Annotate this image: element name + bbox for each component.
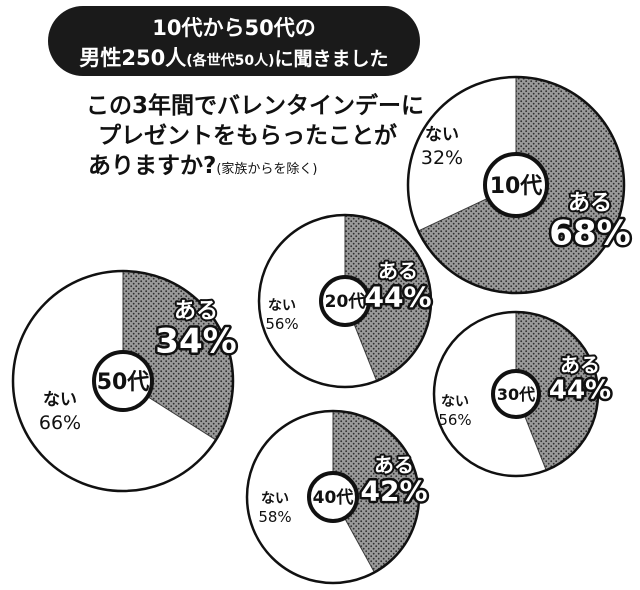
pie-30s-hub [491,369,541,419]
pie-20s-hub [319,275,371,327]
question: この3年間でバレンタインデーに プレゼントをもらったことが ありますか?(家族か… [86,92,424,179]
pie-10s-no-label: ない [425,125,459,145]
pie-charts: 50代ある34%ない66%10代ある68%ない32%20代ある44%ない56%3… [11,75,633,585]
question-line-2: プレゼントをもらったことが [98,122,397,149]
pie-20s-yes-value: 44% [364,281,431,314]
pie-20s-age-label: 20代 [325,291,366,312]
pie-50s-hub [92,350,154,412]
pie-40s-yes-label: ある [374,453,414,477]
banner-line-2: 男性250人(各世代50人)に聞きました [79,46,388,70]
pie-40s-hub [307,471,359,523]
pie-40s-outline [245,409,421,585]
pie-40s-age-label: 40代 [313,487,354,508]
pie-10s-yes-value: 68% [549,214,630,254]
pie-20s-no-label: ない [268,298,296,314]
pie-10s-yes-label: ある [568,191,612,216]
pie-40s-no-label: ない [261,491,289,507]
pie-20s-yes-label: ある [378,259,418,283]
pie-10s-no-value: 32% [421,147,463,169]
pie-30s-outline [432,310,600,478]
pie-50s-yes-value: 34% [155,322,236,362]
pie-50s-yes-label: ある [174,299,218,324]
pie-50s-no-value: 66% [39,412,81,434]
pie-10s-outline [406,75,626,295]
pie-30s-yes-value: 44% [549,376,611,406]
banner-line-2-paren: (各世代50人) [186,52,274,69]
question-line-1: この3年間でバレンタインデーに [86,92,424,119]
pie-40s-yes-value: 42% [360,475,427,508]
pie-30s-age-label: 30代 [497,385,535,404]
question-line-3: ありますか?(家族からを除く) [88,153,318,179]
pie-40s-no-value: 58% [258,508,291,526]
banner-line-2-tail: に聞きました [275,48,389,70]
pie-30s-no-value: 56% [438,411,471,429]
banner-line-1: 10代から50代の [152,16,315,40]
header-banner: 10代から50代の 男性250人(各世代50人)に聞きました [48,6,420,76]
pie-30s-yes-label: ある [560,353,600,377]
pie-20s-outline [257,213,433,389]
banner-background [48,6,420,76]
pie-50s-no-label: ない [43,390,77,410]
question-line-3-main: ありますか? [88,153,216,179]
banner-line-2-main: 男性250人 [79,46,186,70]
question-note: (家族からを除く) [216,161,317,177]
pie-50s-outline [11,269,235,493]
pie-20s-no-value: 56% [265,315,298,333]
pie-10s-age-label: 10代 [490,174,543,199]
pie-30s-no-label: ない [441,394,469,410]
pie-50s-age-label: 50代 [97,370,150,395]
pie-10s-hub [483,152,549,218]
